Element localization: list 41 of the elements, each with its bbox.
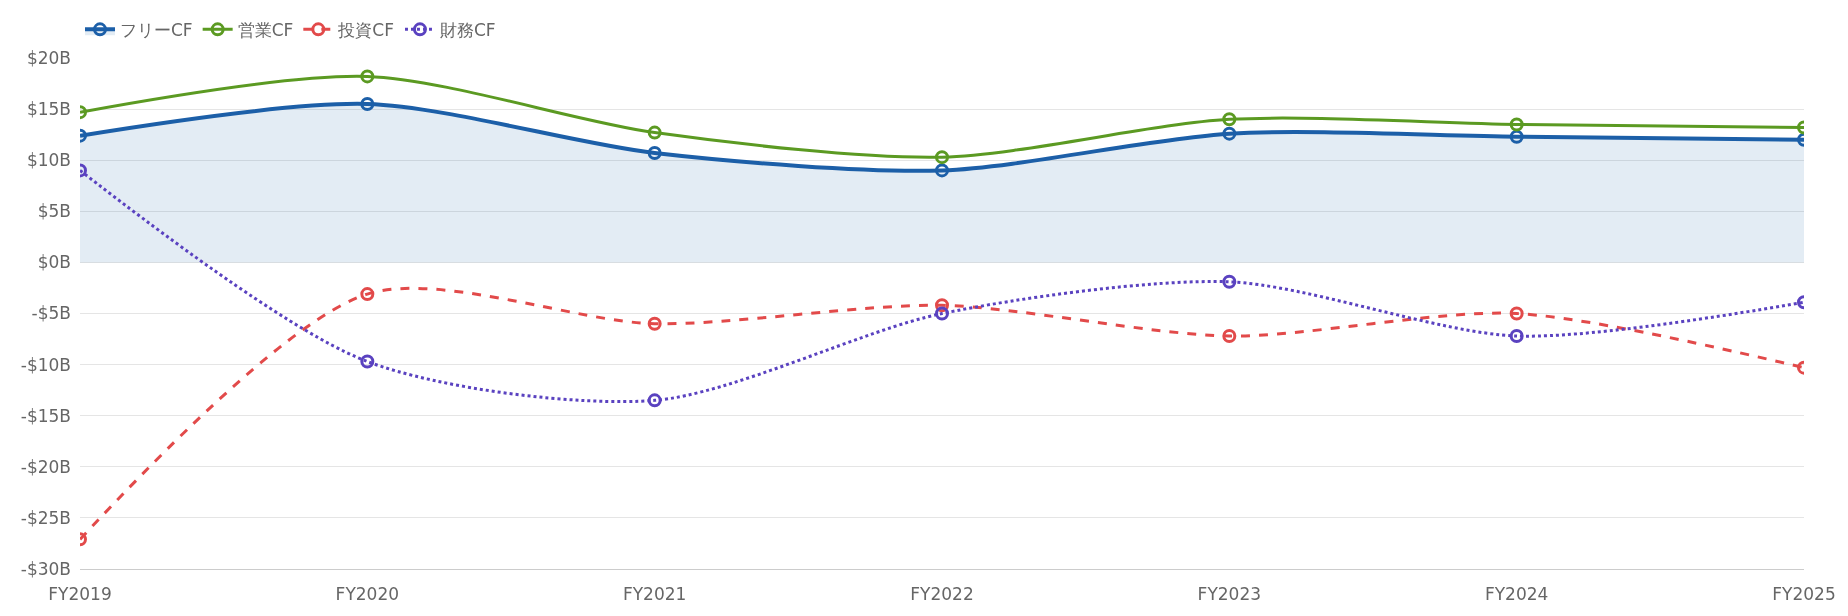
y-tick-label: $10B bbox=[26, 150, 71, 171]
y-tick-label: $15B bbox=[26, 99, 71, 120]
point bbox=[360, 354, 375, 369]
point bbox=[360, 287, 375, 302]
y-tick-label: $0B bbox=[37, 252, 71, 273]
point bbox=[935, 306, 949, 321]
point bbox=[1222, 328, 1237, 343]
y-tick-label: -$25B bbox=[20, 507, 71, 528]
y-tick-label: -$5B bbox=[31, 303, 71, 324]
point bbox=[360, 69, 375, 84]
y-tick-label: $20B bbox=[26, 47, 71, 68]
x-tick-label: FY2022 bbox=[910, 584, 974, 605]
point bbox=[1509, 328, 1524, 343]
y-tick-label: -$20B bbox=[20, 456, 71, 477]
point bbox=[647, 316, 662, 331]
point bbox=[647, 393, 662, 408]
point bbox=[1222, 274, 1237, 289]
x-tick-label: FY2023 bbox=[1197, 584, 1262, 605]
legend-label: フリーCF bbox=[120, 19, 193, 40]
x-tick-label: FY2020 bbox=[335, 584, 400, 605]
y-tick-label: -$10B bbox=[20, 354, 71, 375]
y-tick-label: -$15B bbox=[20, 405, 71, 426]
x-tick-label: FY2025 bbox=[1772, 584, 1836, 605]
point bbox=[1509, 306, 1524, 321]
point bbox=[935, 150, 949, 165]
point bbox=[1509, 117, 1524, 132]
point bbox=[647, 146, 662, 161]
point bbox=[1509, 129, 1524, 144]
x-tick-label: FY2024 bbox=[1484, 584, 1549, 605]
legend-label: 財務CF bbox=[439, 19, 496, 40]
point bbox=[360, 96, 375, 111]
legend-label: 投資CF bbox=[337, 19, 394, 40]
legend-label: 営業CF bbox=[237, 19, 294, 40]
point bbox=[647, 125, 662, 140]
y-tick-label: -$30B bbox=[20, 558, 71, 579]
point bbox=[1222, 112, 1237, 127]
point bbox=[1222, 126, 1237, 141]
y-tick-label: $5B bbox=[37, 201, 71, 222]
point bbox=[935, 163, 949, 178]
x-tick-label: FY2021 bbox=[622, 584, 687, 605]
x-tick-label: FY2019 bbox=[48, 584, 112, 605]
